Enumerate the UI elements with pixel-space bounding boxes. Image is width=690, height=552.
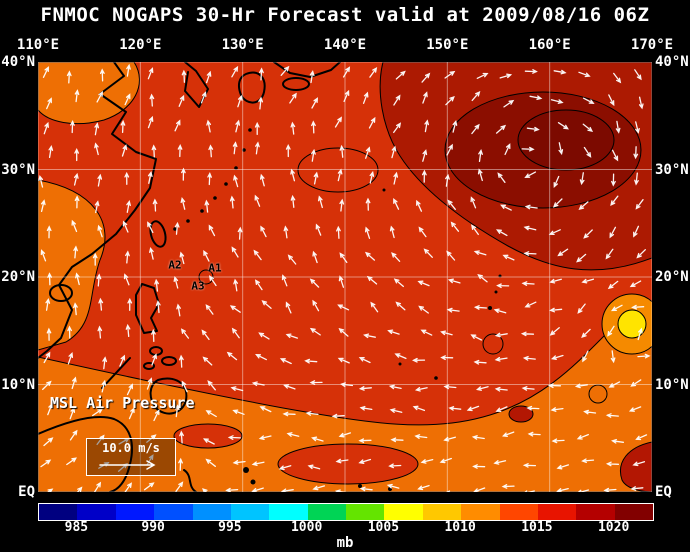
lon-label: 170°E [630, 37, 674, 53]
pressure-patch-red-2 [173, 423, 243, 449]
field-label: MSL Air Pressure [50, 394, 195, 412]
coastline-borneo [38, 415, 133, 492]
coastline-sulawesi [183, 469, 197, 492]
page-title: FNMOC NOGAPS 30-Hr Forecast valid at 200… [40, 4, 650, 26]
colorbar-segment [614, 504, 653, 520]
colorbar-segment [39, 504, 78, 520]
colorbar-segment [537, 504, 577, 520]
colorbar-tick-label: 1005 [367, 520, 400, 535]
map-annotation: A2 [168, 258, 182, 272]
wind-arrows [38, 63, 651, 492]
map-area: A2 A1 A3 MSL Air Pressure 10.0 m/s [38, 62, 652, 492]
lat-label: 20°N [655, 269, 689, 285]
coastline-mindanao [149, 377, 188, 415]
colorbar-segment [154, 504, 193, 520]
island-shikoku [282, 77, 310, 91]
colorbar-tick-label: 985 [64, 520, 89, 535]
pressure-map [38, 62, 652, 492]
colorbar-segment [384, 504, 423, 520]
colorbar-tick-label: 1000 [290, 520, 323, 535]
lat-label: 20°N [1, 269, 35, 285]
colorbar-segment [77, 504, 116, 520]
island-hainan [49, 284, 73, 302]
wind-scale-arrow-icon [99, 460, 156, 470]
lon-label: 130°E [221, 37, 264, 53]
colorbar-tick-label: 1010 [444, 520, 476, 535]
pressure-patch-red-1 [277, 443, 419, 485]
lat-label: 10°N [655, 376, 689, 393]
colorbar-segment [346, 504, 385, 520]
colorbar-segment [461, 504, 500, 520]
island-visayas-3 [143, 362, 155, 370]
colorbar-segment [576, 504, 615, 520]
high-pressure-inner-core [517, 109, 615, 171]
island-taiwan [149, 220, 167, 248]
tropical-low-center [617, 309, 647, 339]
coastline-china [38, 62, 157, 359]
lat-label: EQ [655, 484, 672, 500]
pressure-region-orange-northwest [38, 62, 140, 125]
pressure-patch-dark-small [508, 405, 534, 423]
coastline-luzon [135, 283, 160, 334]
map-annotation: A3 [191, 279, 205, 293]
lon-label: 150°E [426, 37, 469, 53]
lat-label: 30°N [655, 161, 689, 178]
colorbar-tick-label: 995 [218, 520, 242, 535]
island-visayas-2 [161, 356, 177, 366]
lon-label: 110°E [16, 37, 60, 53]
colorbar-unit-label: mb [336, 535, 354, 551]
colorbar-segment [499, 504, 538, 520]
lat-label: 40°N [655, 54, 689, 70]
pressure-patch-dark-corner [620, 441, 652, 492]
colorbar-segment [422, 504, 462, 520]
colorbar-segment [307, 504, 346, 520]
pressure-region-orange-west [38, 179, 106, 351]
colorbar-segment [269, 504, 308, 520]
colorbar-segment [230, 504, 270, 520]
small-islands [173, 128, 502, 491]
colorbar-tick-label: 990 [141, 520, 165, 535]
colorbar [38, 503, 654, 521]
lat-label: 40°N [1, 54, 35, 70]
coastlines [38, 62, 341, 492]
colorbar-segment [115, 504, 155, 520]
lat-label: 30°N [1, 161, 35, 178]
colorbar-tick-label: 1015 [521, 520, 553, 535]
wind-scale-legend: 10.0 m/s [86, 438, 176, 476]
colorbar-tick-label: 1020 [597, 520, 630, 535]
island-palawan [101, 357, 131, 389]
wind-vector-field [38, 63, 651, 492]
lon-label: 120°E [119, 37, 162, 53]
wind-scale-label: 10.0 m/s [102, 441, 160, 455]
coastline-honshu [273, 62, 341, 78]
map-annotation: A1 [208, 261, 222, 275]
isobar-contours [198, 147, 608, 404]
lat-label: EQ [18, 484, 35, 500]
lon-label: 160°E [528, 37, 571, 53]
lat-label: 10°N [1, 376, 35, 393]
colorbar-segment [192, 504, 231, 520]
lon-label: 140°E [323, 37, 367, 53]
